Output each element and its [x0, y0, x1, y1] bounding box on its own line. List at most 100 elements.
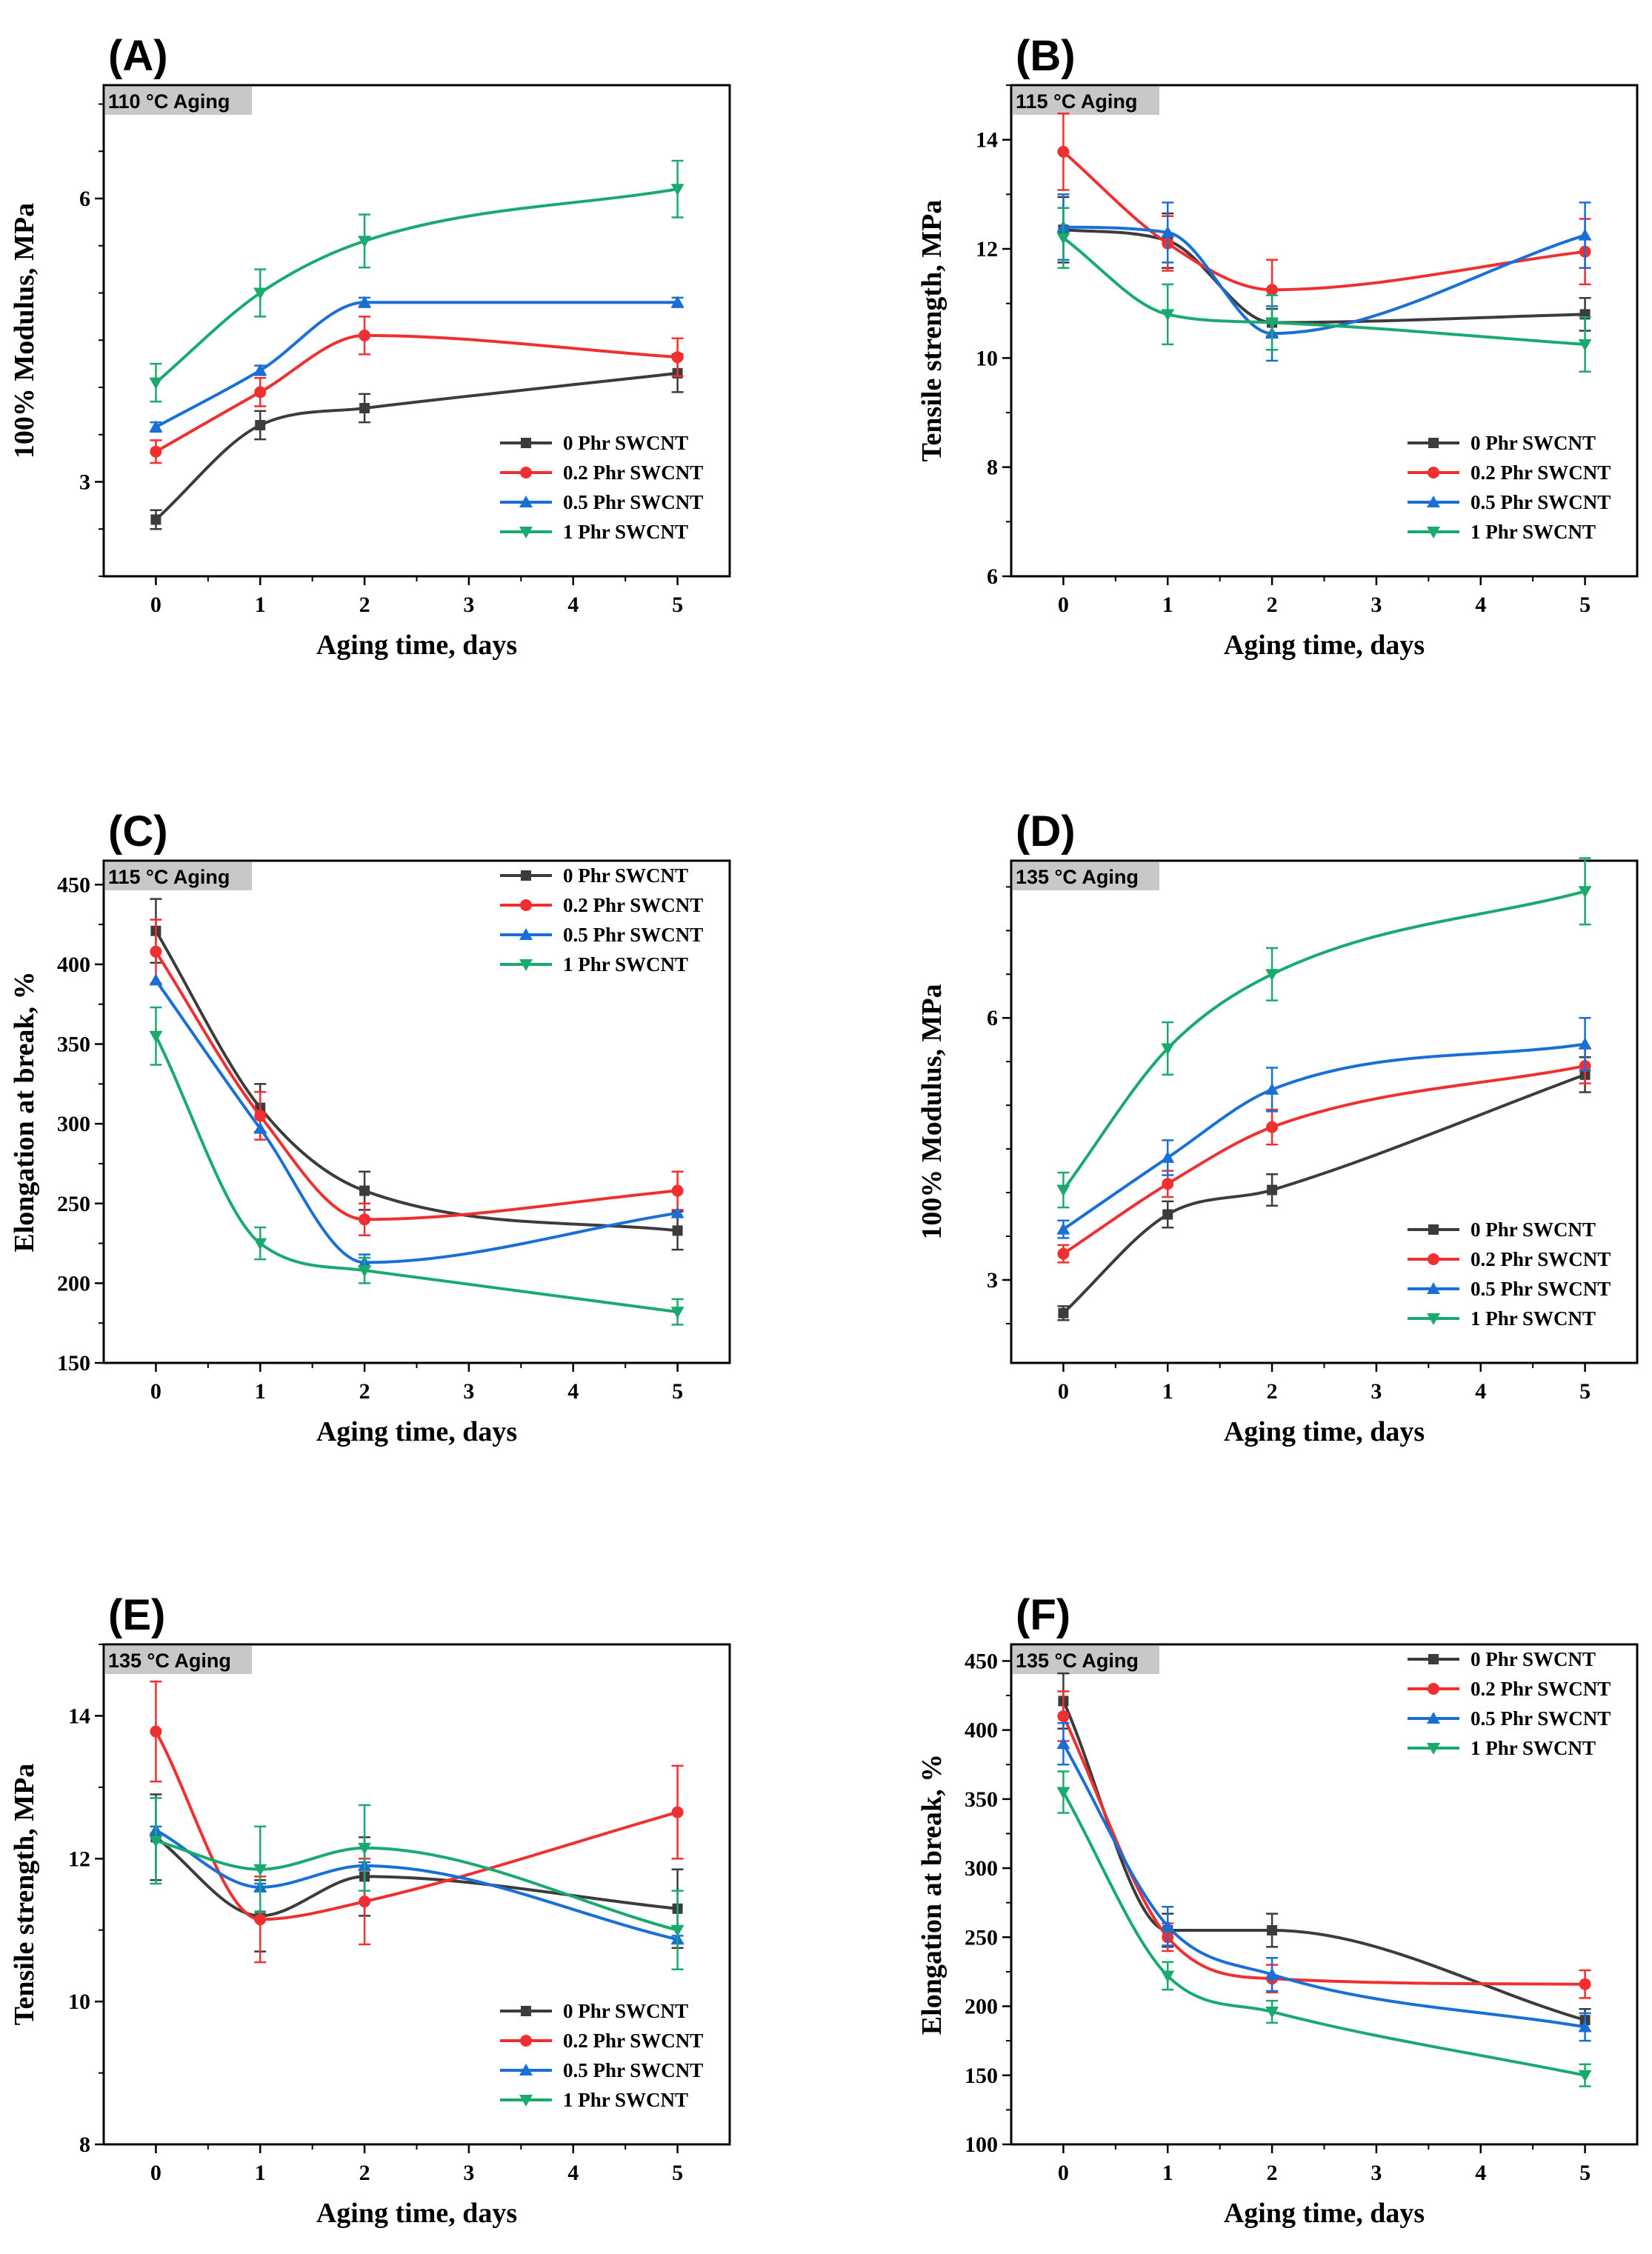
x-tick-label: 2: [359, 1379, 370, 1404]
x-axis-title: Aging time, days: [1224, 630, 1425, 661]
y-tick-label: 14: [976, 128, 998, 153]
panel-label: (F): [1016, 1591, 1070, 1639]
legend-marker: [1428, 1683, 1439, 1695]
data-point: [670, 296, 685, 308]
x-tick-label: 0: [150, 2161, 161, 2185]
panel-label: (D): [1016, 807, 1076, 856]
chart-panel-a: (A) 110 °C Aging 0 1 2 3 4 5 3 6 Aging time, days 1…: [9, 32, 731, 661]
x-tick-label: 0: [150, 1379, 161, 1404]
legend: 0 Phr SWCNT 0.2 Phr SWCNT 0.5 Phr SWCNT 1 P…: [1408, 1218, 1611, 1330]
x-tick-label: 5: [672, 593, 683, 617]
data-point: [255, 420, 266, 430]
series-2: [149, 973, 685, 1272]
series-line: [1062, 1791, 1585, 2077]
legend-label: 0.5 Phr SWCNT: [1471, 1707, 1611, 1730]
panel-label: (E): [108, 1591, 165, 1639]
condition-badge-bg: [1013, 1646, 1159, 1674]
y-axis-title: Elongation at break, %: [9, 971, 40, 1252]
x-tick-label: 1: [255, 593, 266, 617]
legend-marker: [521, 438, 531, 448]
y-tick-label: 250: [57, 1192, 90, 1216]
y-axis-title: 100% Modulus, MPa: [916, 984, 947, 1239]
data-point: [1057, 145, 1070, 158]
x-tick-label: 0: [150, 593, 161, 617]
condition-label: 115 °C Aging: [108, 866, 230, 888]
y-tick-label: 10: [976, 346, 998, 370]
x-tick-label: 5: [1579, 2161, 1591, 2185]
legend-label: 1 Phr SWCNT: [1471, 1737, 1596, 1759]
series-line: [1062, 1715, 1585, 1986]
legend: 0 Phr SWCNT 0.2 Phr SWCNT 0.5 Phr SWCNT 1 P…: [500, 2000, 703, 2111]
legend-label: 0 Phr SWCNT: [563, 432, 688, 454]
series-line: [155, 371, 678, 521]
y-tick-label: 12: [68, 1847, 90, 1871]
series-3: [149, 159, 685, 403]
x-tick-label: 5: [672, 1379, 683, 1404]
panel-label: (B): [1016, 32, 1076, 80]
legend-label: 0.2 Phr SWCNT: [563, 2030, 703, 2052]
data-point: [1056, 1787, 1070, 1799]
series-line: [154, 979, 678, 1264]
data-point: [1265, 317, 1279, 330]
data-point: [149, 377, 163, 390]
legend: 0 Phr SWCNT 0.2 Phr SWCNT 0.5 Phr SWCNT 1 P…: [500, 432, 703, 543]
y-tick-label: 250: [965, 1925, 998, 1950]
series-line: [154, 1035, 678, 1314]
x-tick-label: 4: [567, 2161, 579, 2185]
legend-marker: [519, 2064, 533, 2075]
y-tick-label: 14: [68, 1704, 90, 1728]
legend-marker: [1428, 438, 1439, 448]
x-tick-label: 3: [1370, 593, 1382, 617]
y-tick-label: 6: [79, 187, 90, 211]
data-point: [253, 364, 267, 376]
x-tick-label: 2: [1267, 2161, 1278, 2185]
legend: 0 Phr SWCNT 0.2 Phr SWCNT 0.5 Phr SWCNT 1 P…: [1408, 1648, 1611, 1759]
data-point: [358, 236, 372, 248]
condition-badge-bg: [105, 862, 252, 890]
data-point: [1161, 225, 1175, 238]
condition-badge-bg: [1013, 87, 1159, 115]
y-tick-label: 400: [965, 1718, 998, 1743]
series-line: [1062, 1042, 1585, 1231]
series-line: [154, 1730, 679, 1921]
x-axis-title: Aging time, days: [1224, 2198, 1425, 2229]
series-1: [150, 316, 684, 464]
condition-badge: 115 °C Aging: [1013, 87, 1159, 115]
chart-panel-c: (C) 115 °C Aging 0 1 2 3 4 5 150 200 250 300 350 400 4…: [9, 807, 731, 1447]
x-tick-label: 1: [1162, 2161, 1173, 2185]
data-point: [1058, 1307, 1069, 1318]
condition-badge-bg: [105, 1646, 252, 1674]
series-line: [155, 301, 678, 429]
x-tick-label: 2: [1267, 1379, 1278, 1404]
condition-badge: 115 °C Aging: [105, 862, 252, 890]
data-point: [150, 1725, 162, 1738]
legend-label: 0 Phr SWCNT: [1471, 432, 1596, 454]
series-3: [149, 1797, 685, 1970]
chart-panel-d: (D) 135 °C Aging 0 1 2 3 4 5 3 6 Aging time, days 1…: [916, 807, 1639, 1447]
legend-label: 1 Phr SWCNT: [563, 953, 688, 976]
legend-marker: [1427, 1282, 1440, 1294]
data-point: [1578, 228, 1592, 241]
y-tick-label: 350: [57, 1033, 90, 1057]
data-point: [150, 445, 162, 458]
x-tick-label: 3: [463, 1379, 474, 1404]
legend-marker: [1428, 1224, 1439, 1235]
data-point: [1162, 1209, 1173, 1220]
data-point: [253, 1121, 267, 1134]
series-0: [150, 1793, 684, 1953]
legend-label: 0.2 Phr SWCNT: [1471, 1248, 1611, 1270]
data-point: [1056, 1184, 1070, 1197]
data-point: [1056, 1222, 1070, 1235]
x-tick-label: 0: [1058, 593, 1069, 617]
series-3: [1056, 857, 1592, 1209]
panel-label: (A): [108, 32, 168, 80]
data-point: [670, 184, 685, 196]
data-point: [254, 386, 267, 399]
legend-label: 0.2 Phr SWCNT: [563, 894, 703, 916]
legend-marker: [519, 2095, 533, 2107]
series-line: [1062, 890, 1586, 1191]
x-axis-title: Aging time, days: [1224, 1416, 1425, 1447]
legend-marker: [521, 870, 531, 881]
legend-label: 0 Phr SWCNT: [563, 864, 688, 887]
data-point: [1161, 1150, 1175, 1163]
